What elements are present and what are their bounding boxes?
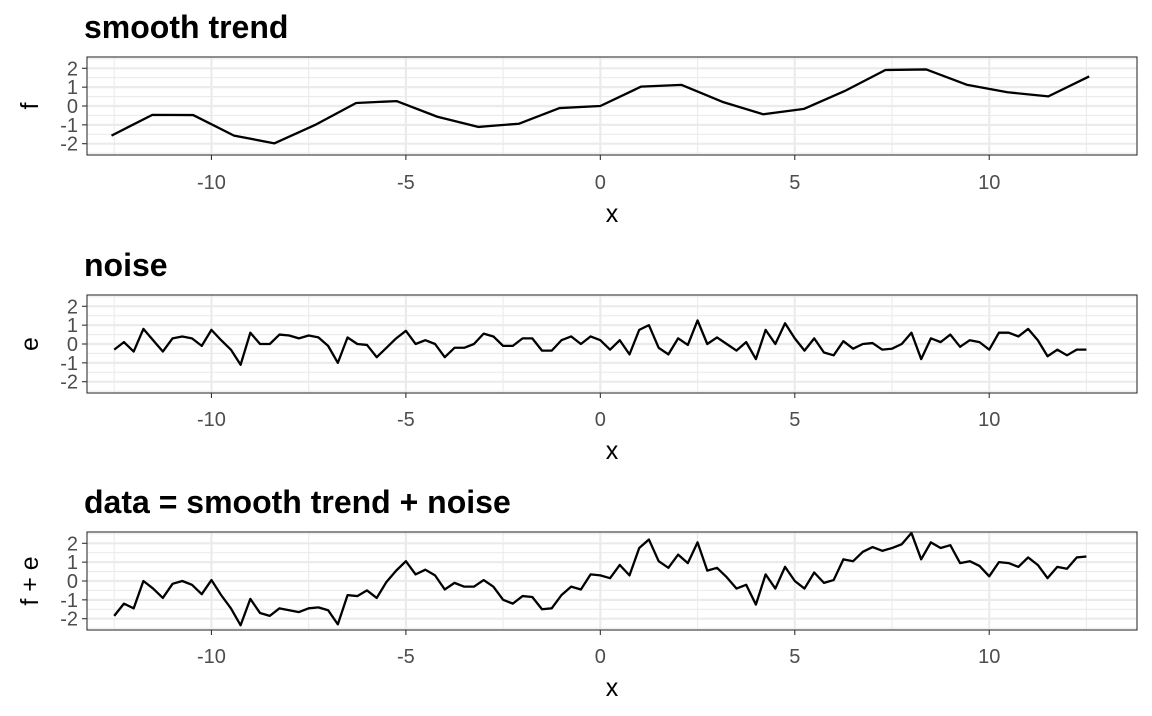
- y-tick-label: -2: [60, 609, 78, 631]
- y-tick-label: -2: [60, 372, 78, 394]
- x-tick-label: 5: [789, 172, 800, 194]
- y-axis-title: e: [16, 337, 44, 351]
- y-axis-title: f: [16, 102, 44, 109]
- x-tick-label: 10: [978, 646, 1000, 668]
- y-tick-label: 0: [67, 334, 78, 356]
- x-axis-title: x: [606, 674, 619, 702]
- y-tick-label: 2: [67, 533, 78, 555]
- y-tick-label: 2: [67, 58, 78, 80]
- x-tick-label: -5: [397, 409, 415, 431]
- x-tick-label: 5: [789, 409, 800, 431]
- x-tick-label: 0: [595, 409, 606, 431]
- panel-title: data = smooth trend + noise: [84, 484, 511, 520]
- panel-title: smooth trend: [84, 9, 288, 45]
- x-tick-label: -10: [197, 172, 226, 194]
- x-tick-label: 10: [978, 172, 1000, 194]
- x-tick-label: 5: [789, 646, 800, 668]
- y-axis-title: f + e: [16, 556, 44, 605]
- series-line: [113, 531, 1087, 627]
- series-line: [110, 68, 1090, 145]
- x-tick-label: 0: [595, 172, 606, 194]
- x-axis-title: x: [606, 437, 619, 465]
- x-tick-label: -5: [397, 646, 415, 668]
- x-axis-title: x: [606, 200, 619, 228]
- x-tick-label: 0: [595, 646, 606, 668]
- series-line: [113, 319, 1087, 366]
- y-tick-label: 1: [67, 77, 78, 99]
- x-tick-label: -5: [397, 172, 415, 194]
- y-tick-label: -1: [60, 353, 78, 375]
- y-tick-label: 0: [67, 96, 78, 118]
- x-tick-label: -10: [197, 646, 226, 668]
- x-tick-label: -10: [197, 409, 226, 431]
- y-tick-label: 0: [67, 571, 78, 593]
- x-tick-label: 10: [978, 409, 1000, 431]
- y-tick-label: -1: [60, 115, 78, 137]
- y-tick-label: -2: [60, 134, 78, 156]
- y-tick-label: 1: [67, 552, 78, 574]
- y-tick-label: -1: [60, 590, 78, 612]
- panel-title: noise: [84, 247, 168, 283]
- y-tick-label: 2: [67, 296, 78, 318]
- y-tick-label: 1: [67, 315, 78, 337]
